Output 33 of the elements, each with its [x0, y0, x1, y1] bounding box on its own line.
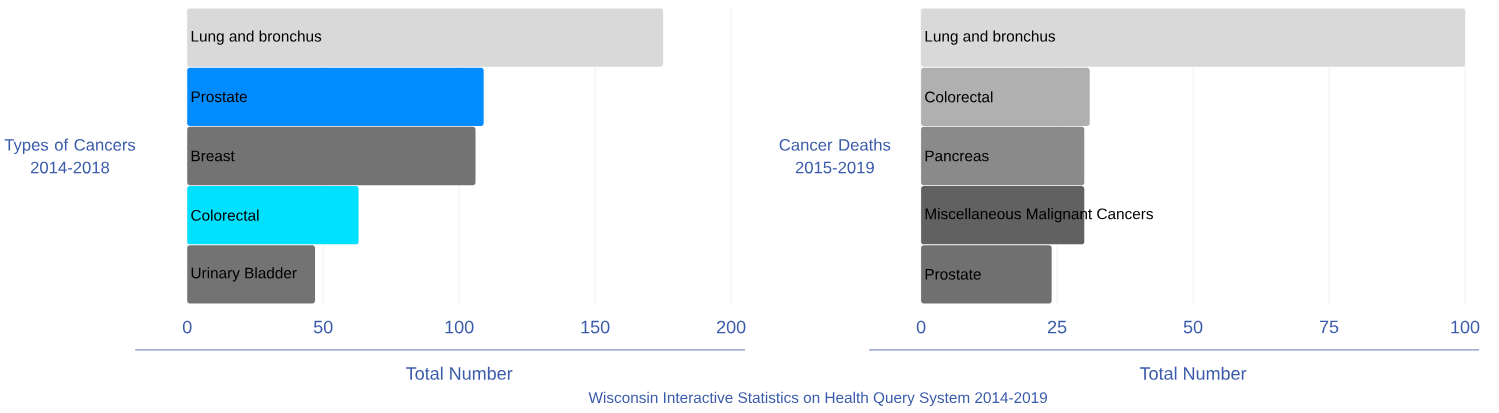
y-axis-title: Cancer Deaths 2015-2019	[779, 138, 891, 174]
x-tick-label: 0	[182, 320, 192, 334]
y-tick-label: Urinary Bladder	[191, 267, 297, 282]
y-tick-label: Lung and bronchus	[191, 30, 322, 45]
bar	[187, 8, 664, 67]
x-tick-label: 25	[1047, 320, 1067, 334]
x-tick-label: 100	[1451, 320, 1480, 334]
x-tick-label: 0	[916, 320, 926, 334]
bar	[921, 126, 1085, 186]
y-tick-label: Colorectal	[925, 91, 993, 103]
bar	[921, 8, 1466, 67]
bar	[921, 245, 1052, 304]
x-tick-label: 150	[581, 320, 610, 334]
bar	[187, 126, 476, 186]
bar	[187, 67, 484, 126]
y-tick-label: Colorectal	[191, 209, 259, 221]
y-axis-title: Types of Cancers 2014-2018	[4, 138, 136, 174]
y-tick-label: Prostate	[191, 91, 247, 103]
x-tick-label: 50	[1183, 320, 1203, 334]
bar	[921, 67, 1090, 126]
x-tick-label: 200	[717, 320, 746, 334]
text: Wisconsin Interactive Statistics on Health Query System 2014-2019	[588, 391, 1047, 407]
y-tick-label: Lung and bronchus	[925, 30, 1056, 45]
y-tick-label: Pancreas	[925, 150, 989, 162]
x-tick-label: 100	[445, 320, 474, 334]
y-tick-label: Breast	[191, 150, 235, 162]
y-tick-label: Prostate	[925, 269, 981, 280]
x-axis-title: Total Number	[1139, 366, 1247, 380]
x-tick-label: 50	[313, 320, 333, 334]
x-tick-label: 75	[1319, 320, 1339, 334]
bar	[187, 186, 359, 245]
x-axis-title: Total Number	[406, 366, 513, 380]
bar	[187, 245, 316, 304]
